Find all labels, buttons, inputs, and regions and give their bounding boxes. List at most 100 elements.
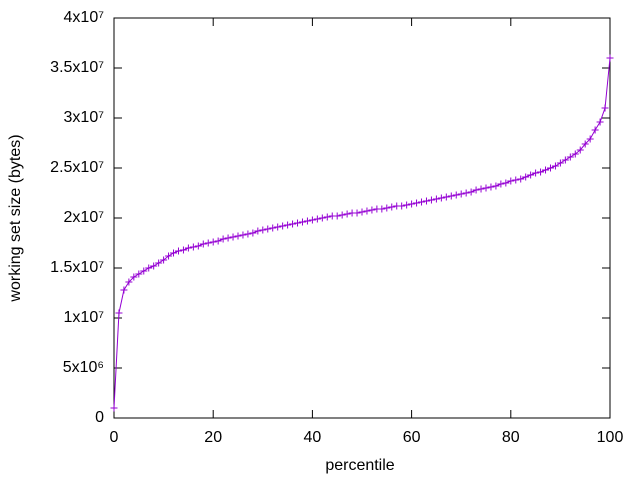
data-point: [189, 243, 197, 251]
data-point: [289, 220, 297, 228]
data-point: [561, 156, 569, 164]
data-point: [581, 140, 589, 148]
data-point: [442, 193, 450, 201]
data-point: [284, 221, 292, 229]
data-point: [294, 219, 302, 227]
data-point: [214, 237, 222, 245]
data-point: [601, 104, 609, 112]
data-point: [274, 223, 282, 231]
y-tick-label: 2.5x10⁷: [50, 159, 104, 176]
y-tick-label: 4x10⁷: [64, 9, 105, 26]
data-point: [244, 230, 252, 238]
x-tick-label: 80: [502, 429, 520, 446]
data-point: [398, 202, 406, 210]
data-point: [437, 194, 445, 202]
data-point: [219, 235, 227, 243]
y-axis-label: working set size (bytes): [7, 134, 24, 302]
data-point: [576, 146, 584, 154]
y-tick-label: 3.5x10⁷: [50, 59, 104, 76]
data-point: [269, 224, 277, 232]
data-point: [596, 118, 604, 126]
data-point: [323, 213, 331, 221]
data-point: [532, 169, 540, 177]
data-point: [363, 207, 371, 215]
data-point: [551, 162, 559, 170]
data-point: [497, 180, 505, 188]
data-point: [125, 278, 133, 286]
data-point: [115, 309, 123, 317]
data-point: [184, 244, 192, 252]
data-point: [229, 233, 237, 241]
data-point: [165, 252, 173, 260]
data-point: [477, 185, 485, 193]
data-point: [179, 246, 187, 254]
data-point: [209, 238, 217, 246]
data-point: [542, 166, 550, 174]
data-point: [174, 247, 182, 255]
y-tick-label: 5x10⁶: [63, 359, 104, 376]
data-point: [343, 210, 351, 218]
data-point: [135, 270, 143, 278]
data-point: [150, 262, 158, 270]
data-point: [408, 200, 416, 208]
x-tick-label: 100: [597, 429, 624, 446]
data-point: [249, 229, 257, 237]
x-tick-label: 20: [204, 429, 222, 446]
data-point: [353, 209, 361, 217]
data-point: [452, 191, 460, 199]
data-point: [120, 286, 128, 294]
y-tick-label: 2x10⁷: [64, 209, 105, 226]
data-point: [264, 225, 272, 233]
data-point: [308, 216, 316, 224]
data-point: [259, 226, 267, 234]
data-point: [145, 264, 153, 272]
data-point: [482, 184, 490, 192]
data-point: [298, 218, 306, 226]
data-point: [467, 188, 475, 196]
data-point: [427, 196, 435, 204]
x-tick-label: 0: [110, 429, 119, 446]
data-point: [517, 175, 525, 183]
y-tick-label: 1x10⁷: [64, 309, 105, 326]
data-point: [462, 189, 470, 197]
data-point: [388, 203, 396, 211]
data-point: [537, 168, 545, 176]
data-point: [303, 217, 311, 225]
data-point: [527, 171, 535, 179]
data-point: [512, 176, 520, 184]
data-point: [403, 201, 411, 209]
data-point: [556, 159, 564, 167]
data-point: [368, 206, 376, 214]
data-point: [155, 259, 163, 267]
y-tick-label: 3x10⁷: [64, 109, 105, 126]
data-point: [130, 273, 138, 281]
data-point: [224, 234, 232, 242]
data-point: [199, 240, 207, 248]
data-line: [113, 57, 611, 409]
data-point: [378, 205, 386, 213]
data-point: [571, 150, 579, 158]
data-point: [279, 222, 287, 230]
plot-frame: [113, 17, 611, 419]
data-point: [606, 54, 614, 62]
data-point: [358, 208, 366, 216]
y-tick-label: 0: [95, 409, 104, 426]
data-point: [546, 164, 554, 172]
data-point: [422, 197, 430, 205]
data-point: [204, 239, 212, 247]
y-tick-label: 1.5x10⁷: [50, 259, 104, 276]
data-point: [140, 267, 148, 275]
data-point: [522, 173, 530, 181]
data-point: [566, 153, 574, 161]
x-tick-label: 60: [403, 429, 421, 446]
x-tick-label: 40: [304, 429, 322, 446]
data-point: [239, 231, 247, 239]
data-point: [194, 242, 202, 250]
data-point: [383, 204, 391, 212]
data-point: [487, 183, 495, 191]
data-point: [586, 135, 594, 143]
data-point: [313, 215, 321, 223]
data-point: [338, 211, 346, 219]
data-point: [507, 177, 515, 185]
